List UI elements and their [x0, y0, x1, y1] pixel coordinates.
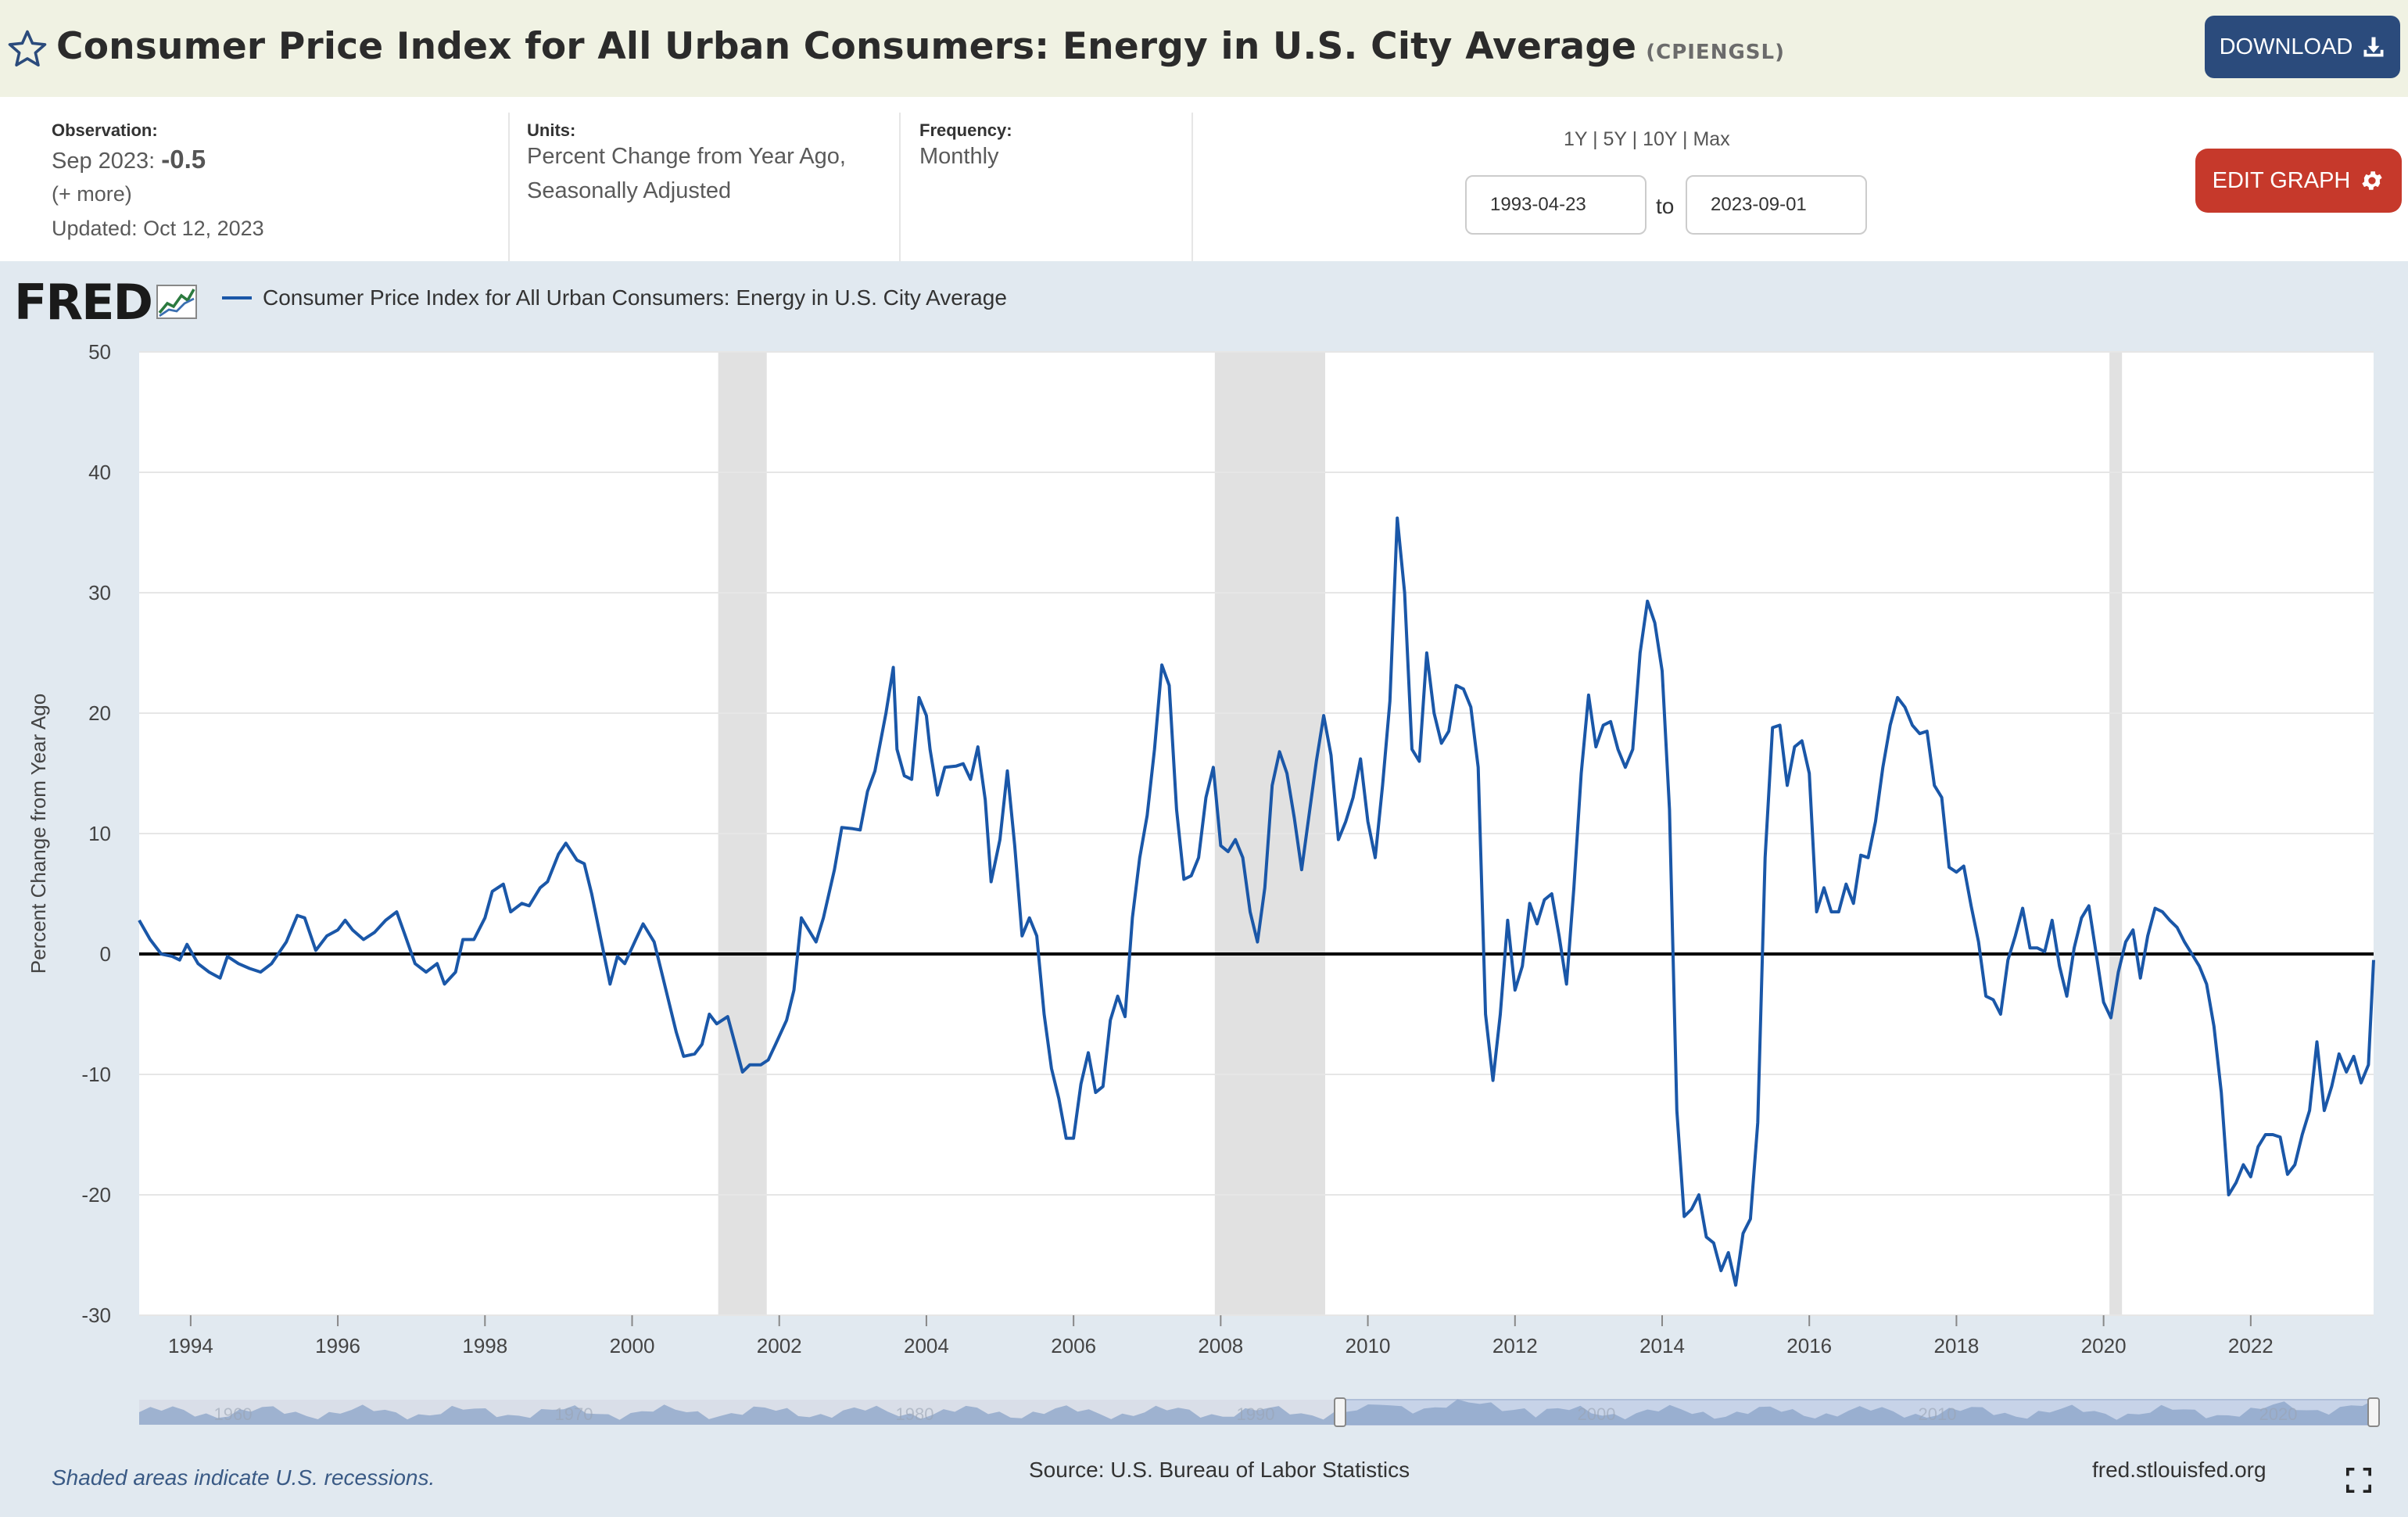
frequency-block: Frequency: Monthly: [919, 97, 1185, 261]
legend-label: Consumer Price Index for All Urban Consu…: [263, 285, 1007, 310]
navigator-year-label: 1960: [214, 1404, 253, 1424]
y-tick-label: 40: [88, 461, 111, 484]
fred-chart-icon: [156, 285, 197, 319]
navigator-year-label: 2010: [1919, 1404, 1957, 1424]
download-icon: [2363, 37, 2384, 57]
more-link[interactable]: (+ more): [52, 182, 132, 206]
units-line2: Seasonally Adjusted: [527, 178, 732, 203]
x-tick-label: 2012: [1492, 1334, 1538, 1357]
x-tick-label: 1998: [462, 1334, 507, 1357]
y-tick-label: 50: [88, 340, 111, 364]
x-tick-label: 1996: [315, 1334, 360, 1357]
y-tick-label: -10: [81, 1063, 111, 1086]
x-tick-label: 2014: [1639, 1334, 1685, 1357]
y-tick-label: 30: [88, 581, 111, 604]
range-max-link[interactable]: Max: [1693, 128, 1730, 150]
navigator-handle[interactable]: [2367, 1397, 2380, 1427]
observation-label: Observation:: [52, 120, 158, 140]
navigator-year-label: 2020: [2259, 1404, 2298, 1424]
y-axis-label: Percent Change from Year Ago: [27, 694, 50, 974]
to-label: to: [1656, 194, 1675, 218]
x-tick-label: 2016: [1786, 1334, 1832, 1357]
units-line1: Percent Change from Year Ago,: [527, 144, 846, 169]
divider: [899, 113, 901, 261]
x-tick-label: 2020: [2081, 1334, 2127, 1357]
observation-date: Sep 2023:: [52, 149, 156, 174]
gear-icon: [2362, 171, 2383, 190]
observation-value: -0.5: [161, 145, 206, 174]
navigator-year-label: 1980: [896, 1404, 934, 1424]
x-tick-label: 2022: [2228, 1334, 2274, 1357]
range-10y-link[interactable]: 10Y: [1643, 128, 1678, 150]
navigator-series-area: [139, 1399, 2374, 1425]
observation-line: Sep 2023: -0.5: [52, 142, 206, 178]
units-block: Units: Percent Change from Year Ago, Sea…: [527, 97, 902, 261]
fullscreen-icon[interactable]: [2345, 1467, 2372, 1494]
chart-legend: Consumer Price Index for All Urban Consu…: [222, 285, 1007, 310]
y-tick-label: 0: [100, 942, 111, 966]
divider: [1191, 113, 1193, 261]
page-title: Consumer Price Index for All Urban Consu…: [56, 25, 1785, 68]
y-tick-label: 10: [88, 822, 111, 845]
line-chart: -30 -20 -10 0 10 20 30 40 50 1994 1996 1998 2000 2002…: [27, 340, 2380, 1427]
x-tick-label: 1994: [168, 1334, 213, 1357]
range-5y-link[interactable]: 5Y: [1603, 128, 1627, 150]
observation-block: Observation: Sep 2023: -0.5 (+ more) Upd…: [52, 97, 489, 261]
y-tick-label: -30: [81, 1304, 111, 1327]
fred-url-link[interactable]: fred.stlouisfed.org: [2092, 1458, 2266, 1482]
navigator-year-label: 1970: [555, 1404, 593, 1424]
x-tick-label: 2006: [1051, 1334, 1096, 1357]
source-text: Source: U.S. Bureau of Labor Statistics: [1029, 1458, 1410, 1482]
star-outline-icon[interactable]: [6, 28, 48, 70]
recession-note: Shaded areas indicate U.S. recessions.: [52, 1465, 435, 1490]
x-tick-label: 2018: [1933, 1334, 1979, 1357]
updated-date: Updated: Oct 12, 2023: [52, 217, 264, 240]
download-label: DOWNLOAD: [2219, 34, 2353, 59]
start-date-input[interactable]: 1993-04-23: [1465, 175, 1647, 235]
y-tick-label: -20: [81, 1183, 111, 1207]
navigator-handle[interactable]: [1334, 1397, 1346, 1427]
range-1y-link[interactable]: 1Y: [1564, 128, 1588, 150]
edit-graph-button[interactable]: EDIT GRAPH: [2195, 149, 2402, 213]
download-button[interactable]: DOWNLOAD: [2205, 16, 2400, 78]
y-tick-label: 20: [88, 701, 111, 725]
legend-swatch: [222, 296, 252, 299]
navigator-year-label: 2000: [1578, 1404, 1616, 1424]
x-tick-label: 2000: [610, 1334, 655, 1357]
units-label: Units:: [527, 120, 576, 140]
edit-graph-label: EDIT GRAPH: [2212, 167, 2351, 193]
x-tick-label: 2002: [757, 1334, 802, 1357]
navigator-year-label: 1990: [1237, 1404, 1275, 1424]
series-line: [138, 516, 2375, 1287]
x-tick-label: 2004: [904, 1334, 949, 1357]
x-tick-label: 2010: [1346, 1334, 1391, 1357]
x-tick-label: 2008: [1198, 1334, 1243, 1357]
info-panel: Observation: Sep 2023: -0.5 (+ more) Upd…: [0, 97, 2408, 261]
divider: [508, 113, 510, 261]
series-code: (CPIENGSL): [1646, 41, 1785, 64]
frequency-label: Frequency:: [919, 120, 1012, 140]
fred-logo-text: FRED: [14, 274, 153, 331]
range-links: 1Y | 5Y | 10Y | Max: [1564, 128, 1730, 150]
header-bar: Consumer Price Index for All Urban Consu…: [0, 0, 2408, 97]
series-title: Consumer Price Index for All Urban Consu…: [56, 25, 1637, 68]
fred-logo[interactable]: FRED: [14, 274, 197, 331]
frequency-value: Monthly: [919, 144, 999, 169]
end-date-input[interactable]: 2023-09-01: [1686, 175, 1867, 235]
